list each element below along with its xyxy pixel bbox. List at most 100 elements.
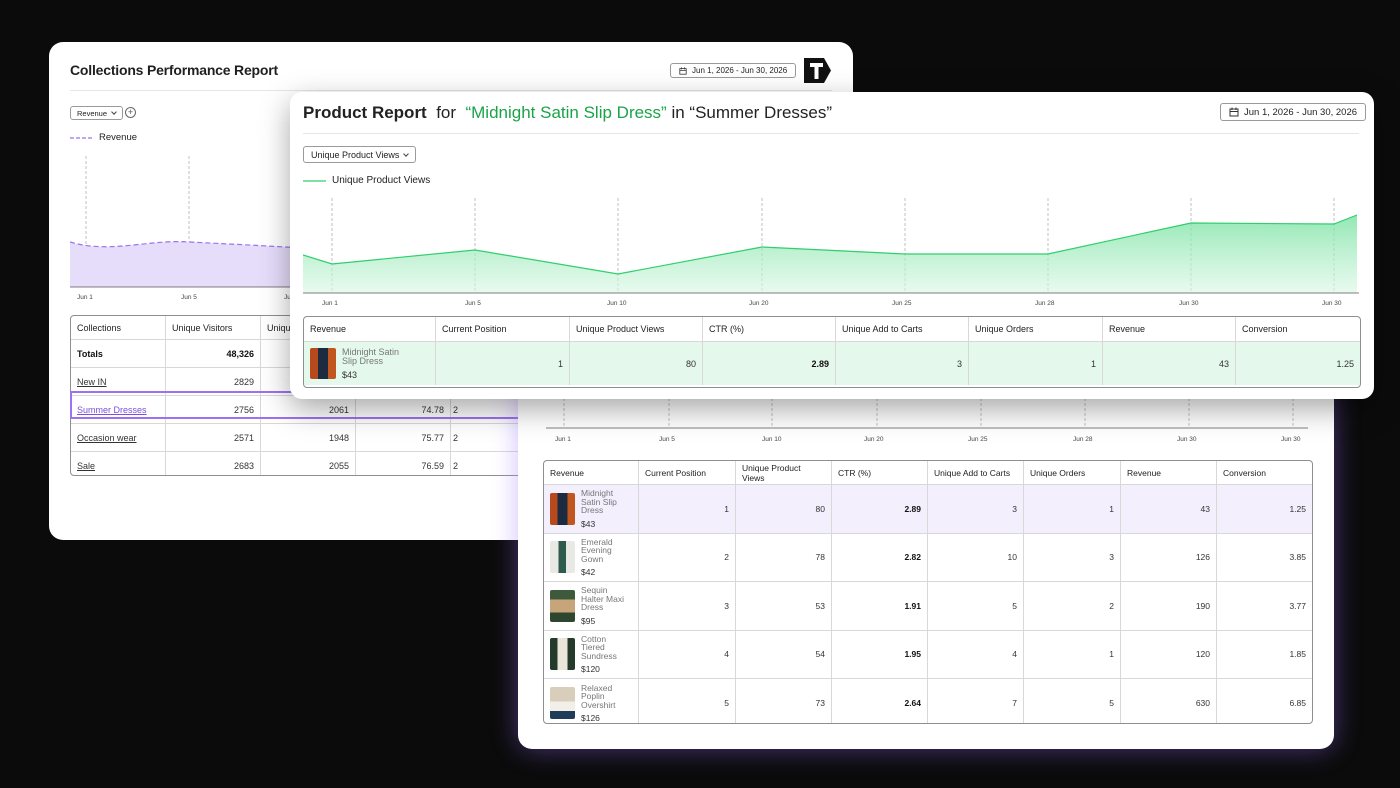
product-name-highlight: “Midnight Satin Slip Dress” [465,103,667,122]
table-row[interactable]: Emerald Evening Gown $42 2 78 2.82 10 3 1… [544,533,1312,582]
x-tick-label: Jun 10 [762,436,782,443]
column-header: Conversion [1217,461,1312,485]
column-header: Collections [71,316,166,340]
table-header-row: Revenue Current Position Unique Product … [304,317,1360,342]
visitors-cell: 2829 [166,368,261,396]
column-header: Revenue [304,317,436,342]
column-header: Conversion [1236,317,1360,342]
product-price: $42 [581,567,596,577]
product-thumbnail [550,541,575,574]
table-row[interactable]: Relaxed Poplin Overshirt $126 5 73 2.64 7… [544,679,1312,723]
line-icon [303,179,326,182]
date-range-button[interactable]: Jun 1, 2026 - Jun 30, 2026 [670,63,797,78]
product-cell: Midnight Satin Slip Dress $43 [544,485,639,534]
table-row[interactable]: Sequin Halter Maxi Dress $95 3 53 1.91 5 … [544,582,1312,631]
column-header: CTR (%) [832,461,928,485]
product-thumbnail [550,589,575,622]
chevron-down-icon [403,150,410,157]
collection-name[interactable]: New IN [77,376,107,387]
product-name: Emerald Evening Gown [581,536,613,564]
product-price: $43 [581,518,596,529]
x-tick-label: Jun 28 [1035,300,1055,307]
collection-link[interactable]: Occasion wear [71,424,166,452]
product-name: Relaxed Poplin Overshirt [581,682,616,710]
x-tick-label: Jun 28 [1073,436,1093,443]
x-tick-label: Jun 25 [968,436,988,443]
metric-select[interactable]: Revenue [70,106,124,120]
product-report-title: Product Report for “Midnight Satin Slip … [303,103,832,123]
product-table: Revenue Current Position Unique Product … [543,460,1313,724]
revenue-area [70,241,320,287]
product-price: $120 [581,664,600,674]
table-row: Occasion wear 2571 1948 75.77 2 [71,424,549,452]
collection-link[interactable]: Sale [71,452,166,475]
views-area [303,215,1357,293]
column-header: Unique Visitors [166,316,261,340]
table-row: Sale 2683 2055 76.59 2 [71,452,549,475]
views-line [303,214,1358,275]
collection-name[interactable]: Occasion wear [77,432,137,443]
metric-select[interactable]: Unique Product Views [303,146,417,163]
title-prefix: Product Report [303,103,427,122]
totals-label: Totals [71,340,166,368]
calendar-icon [1229,107,1239,117]
table-row[interactable]: Midnight Satin Slip Dress $43 1 80 2.89 3… [544,485,1312,534]
metric-select-label: Revenue [77,108,108,118]
column-header: Revenue [1121,461,1217,485]
collection-link[interactable]: New IN [71,368,166,396]
product-cell: Midnight Satin Slip Dress $43 [304,342,436,385]
table-row[interactable]: Cotton Tiered Sundress $120 4 54 1.95 4 1… [544,630,1312,679]
column-header: Unique Orders [1024,461,1121,485]
x-tick-label: Jun 20 [864,436,884,443]
x-tick-label: Jun 30 [1177,436,1197,443]
revenue-legend: Revenue [70,132,137,143]
x-tick-label: Jun 30 [1281,436,1301,443]
product-cell: Sequin Halter Maxi Dress $95 [544,582,639,631]
revenue-legend-label: Revenue [99,132,138,143]
revenue-chart: Jun 1 Jun 5 Jun 10 [70,156,320,301]
brand-logo-icon [804,58,831,83]
column-header: Unique Add to Carts [836,317,969,342]
table-row[interactable]: Midnight Satin Slip Dress $43 1 80 2.89 3… [304,342,1360,385]
x-tick-label: Jun 5 [181,294,197,301]
product-name: Midnight Satin Slip Dress [581,488,617,515]
x-tick-label: Jun 5 [465,300,481,307]
column-header: Unique Orders [969,317,1103,342]
product-cell: Relaxed Poplin Overshirt $126 [544,679,639,723]
date-range-label: Jun 1, 2026 - Jun 30, 2026 [1244,106,1358,118]
title-collection: in “Summer Dresses” [671,103,833,122]
product-thumbnail [550,492,575,525]
dashed-line-icon [70,136,93,139]
title-for: for [436,103,457,122]
visitors-cell: 2683 [166,452,261,475]
metric-select-label: Unique Product Views [311,149,400,160]
product-name: Sequin Halter Maxi Dress [581,585,624,612]
mid-chart: Jun 1 Jun 5 Jun 10 Jun 20 Jun 25 Jun 28 … [546,398,1308,443]
totals-visitors: 48,326 [166,340,261,368]
header-divider [303,133,1359,134]
visitors-cell: 2756 [166,396,261,424]
product-name: Midnight Satin Slip Dress [342,346,400,366]
product-price: $43 [342,369,358,380]
x-tick-label: Jun 30 [1322,300,1342,307]
table-header-row: Revenue Current Position Unique Product … [544,461,1312,485]
product-summary-table: Revenue Current Position Unique Product … [303,316,1361,388]
column-header: Unique Product Views [570,317,703,342]
x-tick-label: Jun 25 [892,300,912,307]
add-metric-button[interactable]: + [125,107,136,118]
header-divider [70,90,832,91]
column-header: Unique Product Views [736,461,832,485]
product-name: Cotton Tiered Sundress [581,633,617,661]
date-range-label: Jun 1, 2026 - Jun 30, 2026 [692,66,788,75]
collection-name[interactable]: Sale [77,461,96,471]
column-header: Revenue [1103,317,1236,342]
visitors-cell: 2571 [166,424,261,452]
collection-link[interactable]: Summer Dresses [71,396,166,424]
column-header: Revenue [544,461,639,485]
date-range-button[interactable]: Jun 1, 2026 - Jun 30, 2026 [1220,103,1367,121]
product-report-card: Product Report for “Midnight Satin Slip … [290,92,1374,399]
product-price: $126 [581,713,600,723]
x-tick-label: Jun 1 [77,294,93,301]
chevron-down-icon [111,109,117,115]
collection-name[interactable]: Summer Dresses [77,404,147,415]
